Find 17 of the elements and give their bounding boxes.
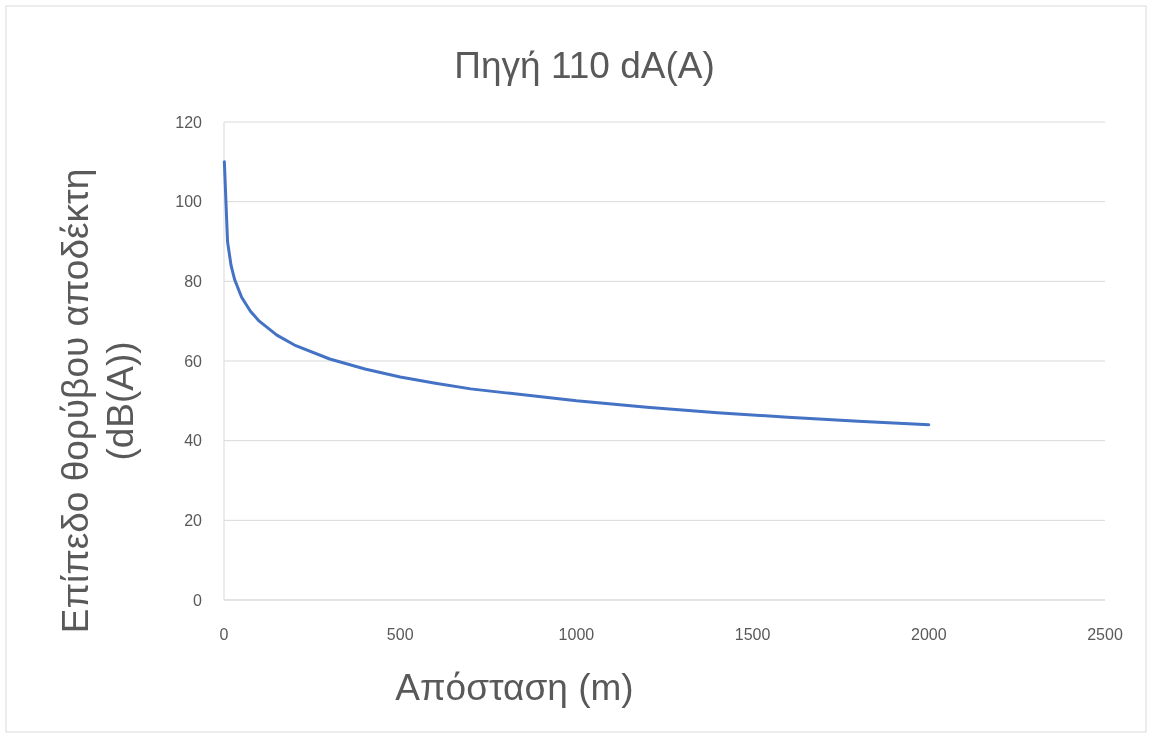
x-tick-label: 1500	[734, 626, 771, 643]
y-tick-label: 100	[175, 193, 203, 211]
x-axis-title: Απόσταση (m)	[395, 667, 634, 708]
line-series	[222, 160, 931, 427]
chart-title: Πηγή 110 dA(A)	[454, 45, 715, 86]
y-axis-title: Επίπεδο θορύβου αποδέκτη (dB(A))	[55, 168, 141, 634]
y-tick-label: 80	[184, 272, 203, 290]
x-tick-label: 2500	[1087, 626, 1123, 643]
x-tick-label: 2000	[911, 626, 947, 643]
x-tick-label: 0	[219, 626, 229, 643]
y-tick-label: 0	[193, 591, 203, 609]
y-tick-label: 120	[175, 113, 203, 131]
x-tick-label: 1000	[558, 626, 595, 643]
x-tick-label: 500	[386, 626, 414, 643]
y-tick-label: 20	[184, 511, 203, 529]
y-tick-label: 60	[184, 352, 203, 370]
y-tick-label: 40	[184, 432, 203, 450]
